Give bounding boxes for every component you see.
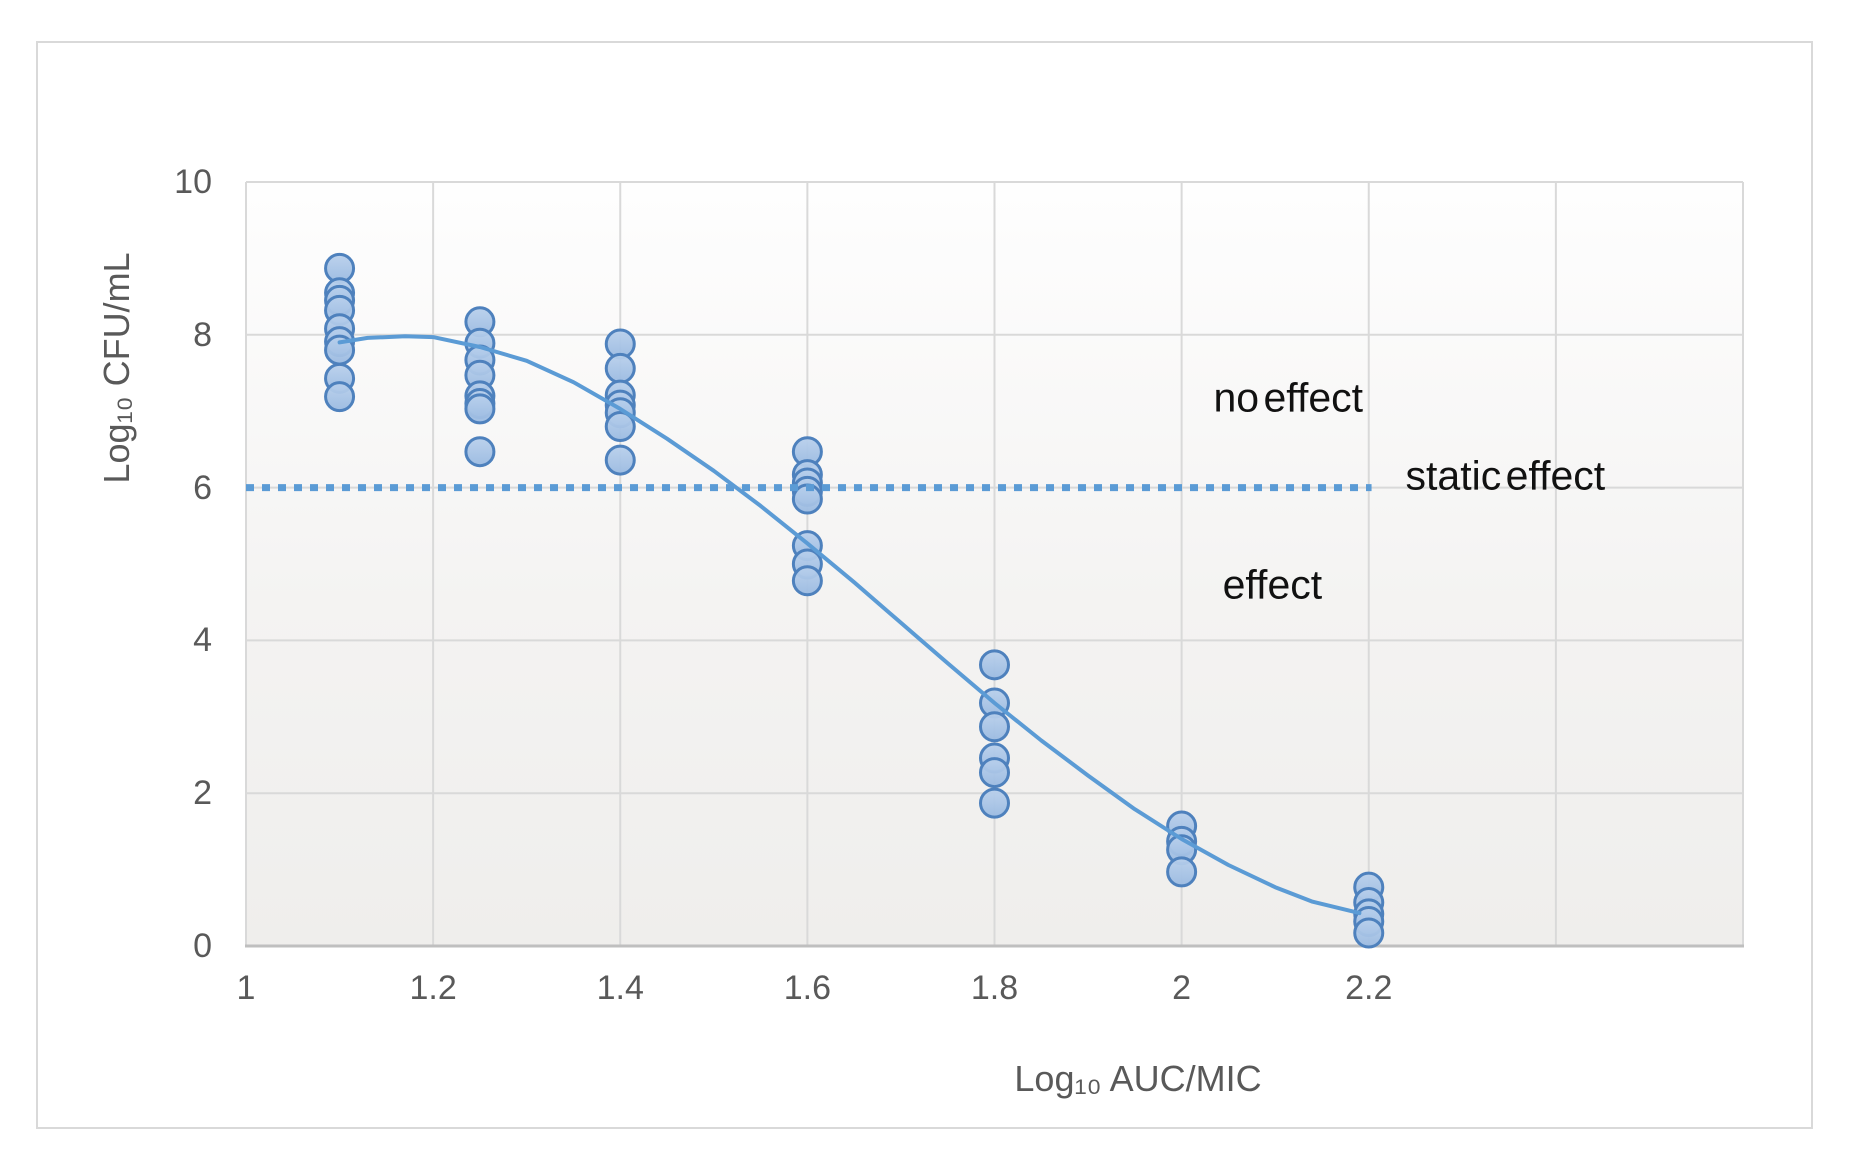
x-tick-label: 1.6: [783, 969, 831, 1007]
data-point: [979, 787, 1010, 819]
y-tick-label: 4: [193, 621, 212, 660]
data-point: [464, 393, 496, 425]
data-point: [604, 352, 636, 384]
x-axis-title: Log₁₀ AUC/MIC: [1014, 1058, 1262, 1099]
annotation-effect: effect: [1222, 561, 1323, 608]
y-tick-label: 8: [193, 315, 212, 354]
y-tick-label: 10: [174, 163, 212, 201]
x-tick-label: 1.8: [970, 969, 1019, 1007]
data-point: [324, 381, 356, 413]
data-point: [604, 410, 636, 442]
data-point: [604, 444, 636, 476]
data-point: [464, 436, 496, 468]
data-point: [1166, 856, 1198, 888]
y-axis-title: Log₁₀ CFU/mL: [96, 252, 137, 484]
data-point: [1353, 917, 1385, 949]
data-point: [979, 757, 1010, 789]
data-point: [979, 711, 1010, 743]
x-tick-label: 1.2: [409, 969, 457, 1007]
x-tick-label: 2.2: [1345, 969, 1393, 1007]
y-tick-label: 2: [193, 774, 212, 813]
sigmoid-fit-curve: [337, 334, 1362, 916]
y-tick-label: 6: [193, 468, 212, 507]
x-tick-label: 1.4: [596, 969, 644, 1007]
x-tick-label: 2: [1172, 969, 1192, 1007]
annotation-static-effect: static effect: [1405, 452, 1606, 499]
data-point: [979, 649, 1010, 681]
x-tick-label: 1: [236, 969, 256, 1007]
data-point: [791, 565, 823, 597]
annotation-no-effect: no effect: [1213, 374, 1364, 421]
y-tick-label: 0: [193, 927, 212, 965]
